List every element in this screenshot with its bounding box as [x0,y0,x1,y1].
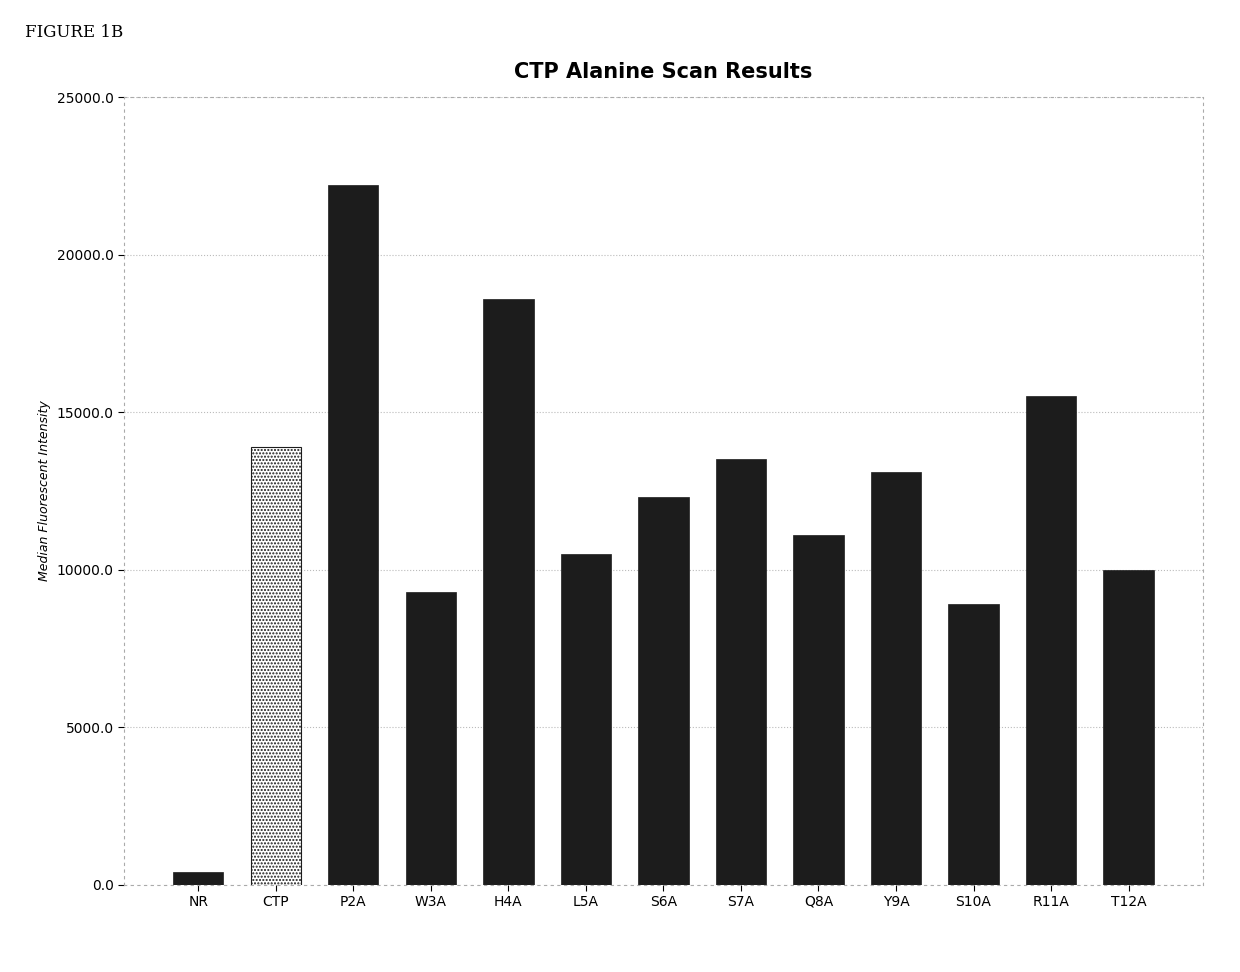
Text: FIGURE 1B: FIGURE 1B [25,24,123,41]
Bar [405,592,456,885]
Y-axis label: Median Fluorescent Intensity: Median Fluorescent Intensity [38,400,51,581]
Bar [250,447,301,885]
Bar [329,186,378,885]
Bar [870,472,921,885]
Bar [1025,397,1076,885]
Bar [560,554,611,885]
Bar [794,535,843,885]
Bar [174,872,223,885]
Bar [1104,570,1153,885]
Bar [715,460,766,885]
Bar [639,497,688,885]
Bar [949,605,998,885]
Bar [484,298,533,885]
Title: CTP Alanine Scan Results: CTP Alanine Scan Results [515,62,812,83]
